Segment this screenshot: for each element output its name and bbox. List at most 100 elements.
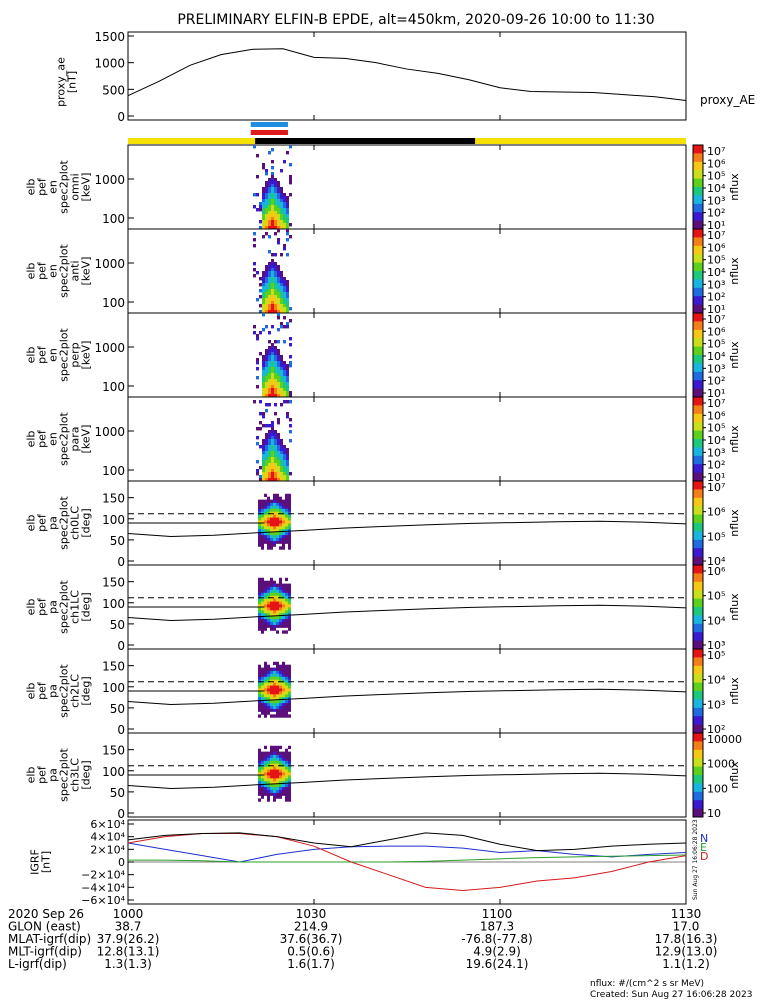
spectrogram-cell-0 — [277, 205, 280, 209]
pitch-angle-cell-2 — [273, 676, 276, 680]
pitch-angle-cell-1 — [273, 624, 276, 628]
colorbar-swatch-p3 — [693, 789, 703, 793]
pitch-angle-cell-0 — [276, 493, 279, 498]
pitch-angle-cell-0 — [279, 523, 282, 527]
colorbar-tick-label-s3: 10⁷ — [707, 397, 725, 410]
colorbar-swatch-s0 — [693, 222, 703, 226]
spectrogram-cell-1 — [265, 265, 268, 269]
spectrogram-cell-1 — [256, 298, 259, 302]
colorbar-swatch-s2 — [693, 361, 703, 364]
pitch-angle-cell-3 — [270, 760, 273, 764]
pitch-angle-cell-0 — [276, 540, 279, 544]
colorbar-swatch-p2 — [693, 680, 703, 684]
spectrogram-cell-2 — [274, 370, 277, 374]
colorbar-swatch-s2 — [693, 321, 703, 324]
spectrogram-cell-2 — [277, 352, 280, 356]
pitch-angle-cell-3 — [276, 769, 279, 773]
spectrogram-cell-0 — [274, 190, 277, 194]
spectrogram-cell-3 — [286, 478, 289, 482]
spectrogram-cell-2 — [283, 364, 286, 368]
pitch-angle-cell-0 — [267, 531, 270, 536]
spectrogram-cell-2 — [280, 391, 283, 395]
pitch-angle-cell-1 — [276, 624, 279, 628]
pitch-angle-cell-1 — [279, 586, 282, 590]
pitch-angle-cell-2 — [270, 685, 273, 689]
pitch-angle-cell-3 — [285, 783, 288, 788]
colorbar-swatch-p1 — [693, 617, 703, 621]
colorbar-swatch-s0 — [693, 214, 703, 217]
pitch-angle-cell-1 — [288, 607, 291, 611]
colorbar-tick-label-s0: 10⁷ — [707, 145, 725, 158]
pitch-angle-cell-0 — [282, 523, 285, 527]
colorbar-swatch-s3 — [693, 418, 703, 421]
colorbar-swatch-p1 — [693, 607, 703, 610]
spectrogram-cell-2 — [280, 394, 283, 398]
spectrogram-cell-2 — [286, 364, 289, 368]
pitch-angle-cell-0 — [258, 534, 261, 539]
colorbar-label-p1: nflux — [728, 593, 741, 621]
pitch-angle-cell-1 — [264, 601, 267, 605]
spectrogram-cell-0 — [265, 181, 268, 185]
spectrogram-cell-0 — [262, 226, 265, 230]
spectrogram-cell-3 — [262, 472, 265, 476]
pitch-angle-cell-0 — [270, 517, 273, 521]
spectrogram-cell-3 — [274, 436, 277, 440]
spectrogram-cell-1 — [262, 274, 265, 278]
spectrogram-cell-0 — [262, 190, 265, 194]
pitch-angle-cell-1 — [285, 630, 288, 634]
spectrogram-cell-3 — [271, 472, 274, 476]
spectrogram-cell-1 — [280, 274, 283, 278]
pitch-angle-cell-3 — [267, 772, 270, 776]
spectrogram-cell-0 — [277, 193, 280, 197]
pitch-angle-cell-1 — [285, 589, 288, 593]
pitch-angle-cell-3 — [279, 766, 282, 770]
colorbar-swatch-p3 — [693, 783, 703, 786]
spectrogram-cell-1 — [274, 307, 277, 311]
pitch-angle-cell-0 — [261, 546, 264, 550]
spectrogram-cell-3 — [274, 433, 277, 437]
spectrogram-cell-2 — [265, 370, 268, 374]
pitch-angle-ylabel-0: elb — [25, 515, 38, 532]
spectrogram-cell-3 — [271, 454, 274, 458]
pitch-angle-cell-1 — [276, 583, 279, 587]
spectrogram-cell-3 — [286, 460, 289, 464]
spectrogram-cell-1 — [271, 280, 274, 284]
spectrogram-cell-3 — [259, 421, 262, 425]
pitch-angle-cell-3 — [267, 786, 270, 791]
colorbar-label-p2: nflux — [728, 677, 741, 705]
pitch-angle-cell-3 — [267, 777, 270, 782]
pitch-angle-cell-0 — [267, 534, 270, 539]
spectrogram-cell-2 — [283, 325, 286, 329]
colorbar-tick-label-s3: 10² — [707, 459, 725, 472]
spectrogram-cell-0 — [265, 223, 268, 227]
pitch-angle-cell-1 — [270, 609, 273, 614]
pitch-angle-cell-2 — [282, 696, 285, 701]
spectrogram-cell-1 — [277, 286, 280, 290]
spectrogram-cell-1 — [268, 283, 271, 287]
pitch-angle-cell-1 — [270, 598, 273, 602]
pitch-angle-cell-2 — [273, 673, 276, 677]
pitch-angle-cell-2 — [261, 679, 264, 683]
spectrogram-cell-2 — [262, 382, 265, 386]
spectrogram-cell-3 — [262, 445, 265, 449]
colorbar-swatch-p2 — [693, 670, 703, 673]
spectrogram-panels: 1000100elbpefenspec2plotomni[keV]10⁷10⁶1… — [25, 144, 741, 484]
spectrogram-cell-1 — [280, 310, 283, 314]
colorbar-swatch-s0 — [693, 155, 703, 159]
colorbar-swatch-p1 — [693, 632, 703, 635]
orbit-segment-0 — [128, 138, 256, 144]
colorbar-swatch-p2 — [693, 651, 703, 654]
spectrogram-cell-1 — [283, 295, 286, 299]
colorbar-swatch-p1 — [693, 565, 703, 568]
colorbar-swatch-p2 — [693, 707, 703, 711]
spectrogram-cell-1 — [265, 277, 268, 281]
pitch-angle-cell-0 — [288, 528, 291, 533]
colorbar-swatch-s2 — [693, 378, 703, 381]
colorbar-swatch-p0 — [693, 552, 703, 555]
pitch-angle-cell-3 — [288, 792, 291, 796]
colorbar-swatch-p2 — [693, 665, 703, 669]
colorbar-swatch-p0 — [693, 514, 703, 518]
colorbar-swatch-p2 — [693, 686, 703, 690]
spectrogram-cell-1 — [259, 277, 262, 281]
pitch-angle-cell-0 — [270, 528, 273, 533]
